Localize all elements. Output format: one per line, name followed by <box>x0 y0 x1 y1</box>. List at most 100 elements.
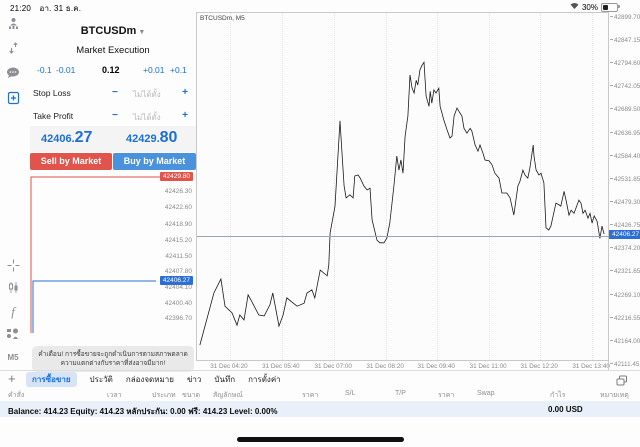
balance-summary: Balance: 414.23 Equity: 414.23 หลักประกั… <box>8 407 278 416</box>
column-header: ราคา <box>438 392 455 399</box>
column-header: T/P <box>395 390 406 397</box>
volume-dec-small[interactable]: -0.01 <box>56 65 76 75</box>
y-axis-label: 42636.95 <box>610 130 640 137</box>
y-axis-label: 42111.45 <box>610 361 639 368</box>
take-profit-minus[interactable]: − <box>112 110 118 121</box>
gridline <box>592 13 594 360</box>
buy-by-market-button[interactable]: Buy by Market <box>113 153 196 170</box>
tick-scale-label: 42422.60 <box>164 204 192 211</box>
column-header: กำไร <box>550 392 566 399</box>
x-axis-label: 31 Dec 12:20 <box>520 363 558 370</box>
tick-scale-label: 42400.40 <box>164 300 192 307</box>
x-axis-label: 31 Dec 05:40 <box>262 363 300 370</box>
tick-scale-label: 42407.80 <box>164 268 192 275</box>
stop-loss-plus[interactable]: + <box>182 87 188 98</box>
current-price-line <box>197 235 609 237</box>
tab-item[interactable]: การตั้งค่า <box>248 374 281 384</box>
battery-icon <box>601 2 620 12</box>
y-axis-label: 42794.60 <box>610 60 640 67</box>
orders-table-header: คำสั่ง เวลา ประเภท ขนาด สัญลักษณ์ ราคา S/L T/P ร… <box>0 387 640 401</box>
chat-icon[interactable] <box>4 64 22 82</box>
y-axis-label: 42164.00 <box>610 338 640 345</box>
volume-value[interactable]: 0.12 <box>102 65 120 75</box>
y-axis-label: 42374.20 <box>610 245 640 252</box>
column-header: Swap <box>477 390 495 397</box>
gridline <box>437 13 439 360</box>
volume-dec-big[interactable]: -0.1 <box>37 65 52 75</box>
quotes-icon[interactable] <box>4 14 22 32</box>
take-profit-row: Take Profit − ไม่ได้ตั้ง + <box>33 110 188 123</box>
status-bar: 21:20 อา. 31 ธ.ค. 30% <box>0 0 640 13</box>
battery-percent: 30% <box>581 2 598 12</box>
column-header: คำสั่ง <box>8 392 25 399</box>
y-axis-label: 42269.10 <box>610 292 640 299</box>
candlestick-icon[interactable] <box>4 278 22 296</box>
gridline <box>386 13 388 360</box>
column-header: สัญลักษณ์ <box>213 392 243 399</box>
price-band <box>30 126 196 152</box>
tab-item[interactable]: กล่องจดหมาย <box>125 374 174 384</box>
new-order-icon[interactable] <box>4 89 22 107</box>
bid-price-tag: 42406.27 <box>159 276 193 285</box>
volume-inc-small[interactable]: +0.01 <box>143 65 165 75</box>
y-axis-label: 42899.70 <box>610 14 640 21</box>
x-axis-label: 31 Dec 13:40 <box>572 363 610 370</box>
volume-stepper: -0.1 -0.01 0.12 +0.01 +0.1 <box>30 65 196 77</box>
trade-arrows-icon[interactable] <box>4 39 22 57</box>
column-header: ประเภท <box>152 392 176 399</box>
tick-scale-label: 42418.90 <box>164 221 192 228</box>
tick-scale-label: 42415.20 <box>164 237 192 244</box>
take-profit-plus[interactable]: + <box>182 110 188 121</box>
tab-item[interactable]: บันทึก <box>214 374 236 384</box>
stop-loss-field[interactable]: ไม่ได้ตั้ง <box>133 90 161 99</box>
execution-mode: Market Execution <box>76 45 150 56</box>
main-chart[interactable]: BTCUSDm, M5 31 Dec 04:20 31 Dec 05:40 31 D… <box>196 12 610 370</box>
tick-scale-label: 42404.10 <box>164 284 192 291</box>
left-icon-rail: f M5 <box>0 12 30 370</box>
gridline <box>540 13 542 360</box>
stop-loss-minus[interactable]: − <box>112 87 118 98</box>
y-axis-label: 42426.75 <box>610 222 640 229</box>
x-axis-label: 31 Dec 07:00 <box>314 363 352 370</box>
bottom-panel: + การซื้อขาย ประวัติ กล่องจดหมาย ข่าว บันทึก… <box>0 370 640 418</box>
stop-loss-row: Stop Loss − ไม่ได้ตั้ง + <box>33 87 188 100</box>
windows-icon[interactable] <box>616 373 628 391</box>
status-time: 21:20 <box>10 4 32 13</box>
wifi-icon <box>570 2 579 12</box>
home-indicator[interactable] <box>237 437 404 442</box>
symbol-selector[interactable]: BTCUSDm ▼ <box>30 21 196 39</box>
column-header: S/L <box>345 390 356 397</box>
price-axis: 42899.70 42847.15 42794.60 42742.05 42689.50… <box>608 12 640 370</box>
tab-item[interactable]: ข่าว <box>186 374 202 384</box>
buy-price: 42429.80 <box>126 129 178 146</box>
y-axis-label: 42216.55 <box>610 315 640 322</box>
tab-bar: + การซื้อขาย ประวัติ กล่องจดหมาย ข่าว บันทึก… <box>0 371 640 387</box>
y-axis-label: 42689.50 <box>610 106 640 113</box>
tick-scale-label: 42396.70 <box>164 315 192 322</box>
column-header: หมายเหตุ <box>600 392 629 399</box>
take-profit-field[interactable]: ไม่ได้ตั้ง <box>133 113 161 122</box>
column-header: ราคา <box>302 392 319 399</box>
x-axis-label: 31 Dec 11:00 <box>469 363 507 370</box>
objects-icon[interactable] <box>4 324 22 342</box>
crosshair-icon[interactable] <box>4 256 22 274</box>
status-date: อา. 31 ธ.ค. <box>39 4 82 13</box>
tab-item[interactable]: ประวัติ <box>89 374 113 384</box>
sell-price: 42406.27 <box>41 129 93 146</box>
tab-selected[interactable]: การซื้อขาย <box>26 371 77 387</box>
indicator-f-icon[interactable]: f <box>11 304 15 319</box>
x-axis-label: 31 Dec 09:40 <box>417 363 455 370</box>
y-axis-label: 42584.40 <box>610 153 640 160</box>
timeframe-button[interactable]: M5 <box>7 352 19 362</box>
chart-plot-area[interactable]: BTCUSDm, M5 <box>196 12 609 361</box>
add-tab-button[interactable]: + <box>8 371 16 386</box>
volume-inc-big[interactable]: +0.1 <box>170 65 187 75</box>
gridline <box>281 13 283 360</box>
symbol-name: BTCUSDm <box>80 25 137 37</box>
tick-scale-label: 42411.50 <box>165 253 192 260</box>
ask-price-tag: 42429.80 <box>159 172 193 181</box>
x-axis-label: 31 Dec 08:20 <box>366 363 404 370</box>
current-price-tag: 42406.27 <box>609 230 640 240</box>
trade-panel: BTCUSDm ▼ Market Execution -0.1 -0.01 0.1… <box>30 12 196 372</box>
sell-by-market-button[interactable]: Sell by Market <box>30 153 112 170</box>
